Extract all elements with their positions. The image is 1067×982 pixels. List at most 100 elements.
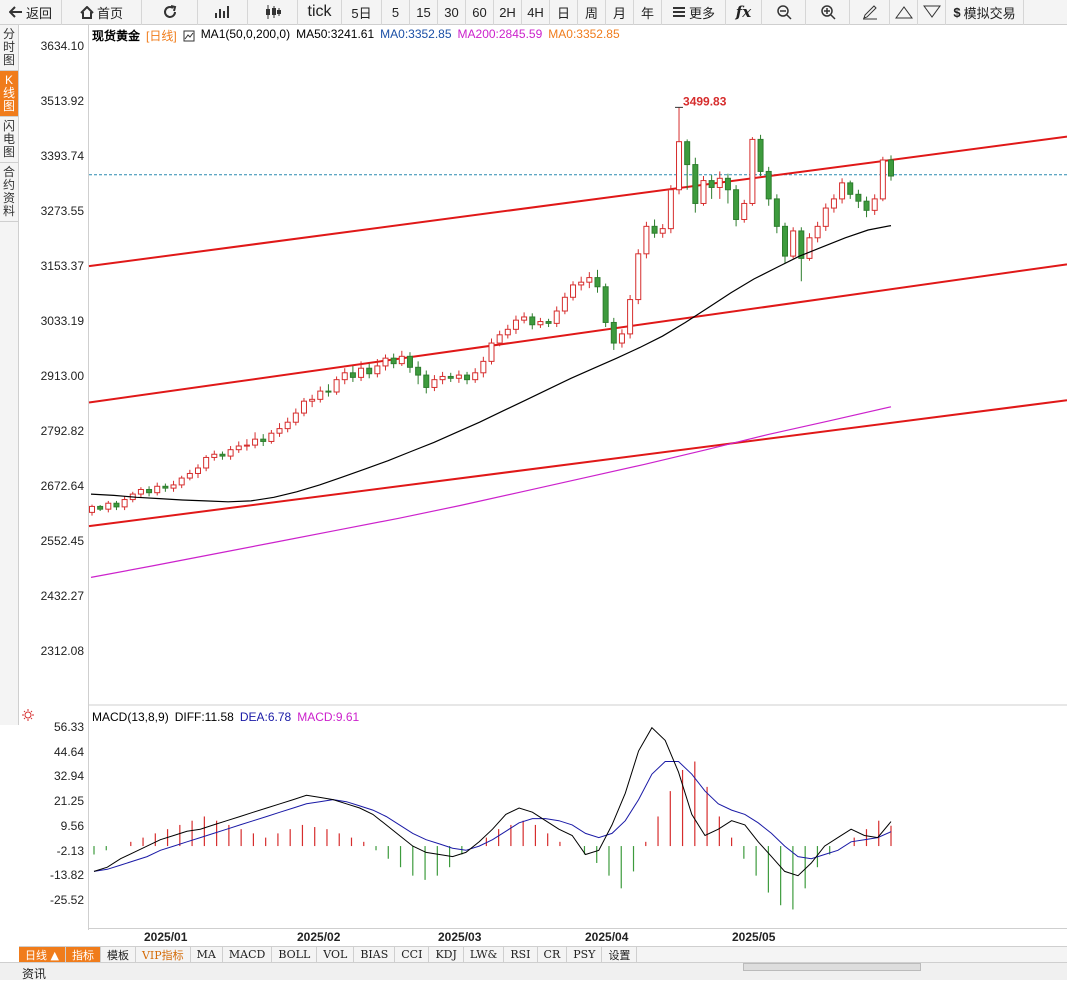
macd-params: MACD(13,8,9) bbox=[92, 710, 169, 724]
candle bbox=[553, 306, 560, 328]
dea-line bbox=[93, 761, 892, 872]
price-tick-label: 2552.45 bbox=[40, 533, 84, 548]
candle bbox=[300, 397, 307, 417]
indicator-tab-9[interactable]: CCI bbox=[395, 947, 430, 962]
candle bbox=[610, 317, 617, 350]
home-button[interactable]: 首页 bbox=[62, 0, 142, 25]
price-axis: 3634.10 3513.92 3393.74 3273.55 3153.37 3033.… bbox=[19, 25, 89, 930]
macd-tick-label: 9.56 bbox=[60, 818, 84, 833]
period-1-button[interactable]: 5 bbox=[382, 0, 410, 25]
price-tick-label: 3273.55 bbox=[40, 203, 84, 218]
tri-up-button[interactable] bbox=[890, 0, 918, 25]
tri-down-button[interactable] bbox=[918, 0, 946, 25]
candle bbox=[227, 446, 234, 460]
side-tab-2[interactable]: 闪电图 bbox=[0, 117, 18, 163]
candle bbox=[358, 361, 365, 382]
candle bbox=[741, 199, 748, 223]
candle bbox=[211, 450, 218, 461]
macd-tick-label: -2.13 bbox=[56, 843, 84, 858]
channel-line-2 bbox=[88, 399, 1067, 528]
period-2-button[interactable]: 15 bbox=[410, 0, 438, 25]
more-button[interactable]: 更多 bbox=[662, 0, 726, 25]
ma-settings-icon[interactable] bbox=[183, 27, 195, 44]
period-5-button[interactable]: 2H bbox=[494, 0, 522, 25]
home-icon bbox=[80, 5, 94, 19]
candle bbox=[137, 487, 144, 498]
side-tab-0[interactable]: 分时图 bbox=[0, 25, 18, 71]
candle bbox=[733, 185, 740, 227]
indicator-tab-7[interactable]: VOL bbox=[317, 947, 355, 962]
zoom-out-button[interactable] bbox=[762, 0, 806, 25]
indicator-tab-6[interactable]: BOLL bbox=[272, 947, 318, 962]
tick-button[interactable]: tick bbox=[298, 0, 342, 25]
candle bbox=[162, 483, 169, 492]
macd-settings-icon[interactable] bbox=[22, 709, 34, 724]
sim-trade-label: 模拟交易 bbox=[963, 5, 1016, 21]
candle bbox=[806, 233, 813, 261]
period-2-label: 15 bbox=[416, 4, 431, 20]
period-6-button[interactable]: 4H bbox=[522, 0, 550, 25]
period-9-button[interactable]: 月 bbox=[606, 0, 634, 25]
side-tabs: 分时图 K线图 闪电图 合约资料 bbox=[0, 25, 19, 725]
indicator-tab-12[interactable]: RSI bbox=[504, 947, 538, 962]
indicator-tab-2[interactable]: 模板 bbox=[101, 947, 136, 962]
side-tab-3[interactable]: 合约资料 bbox=[0, 163, 18, 222]
candle bbox=[317, 386, 324, 403]
tri-down-icon bbox=[922, 5, 941, 19]
candle bbox=[121, 496, 128, 511]
indicator-tab-5[interactable]: MACD bbox=[223, 947, 273, 962]
price-tick-label: 3634.10 bbox=[40, 39, 84, 53]
candle bbox=[667, 185, 674, 234]
candle-button[interactable] bbox=[248, 0, 298, 25]
indicator-tab-8[interactable]: BIAS bbox=[354, 947, 396, 962]
date-tick-label: 2025/03 bbox=[438, 930, 482, 944]
candle bbox=[773, 194, 780, 234]
chart-type-button[interactable] bbox=[198, 0, 248, 25]
refresh-button[interactable] bbox=[142, 0, 198, 25]
candle bbox=[276, 423, 283, 437]
date-tick-label: 2025/02 bbox=[297, 930, 341, 944]
indicator-tab-15[interactable]: 设置 bbox=[602, 947, 638, 962]
candle bbox=[643, 221, 650, 259]
draw-button[interactable] bbox=[850, 0, 890, 25]
side-tab-1[interactable]: K线图 bbox=[0, 71, 18, 117]
candle bbox=[879, 156, 886, 202]
formula-icon: fx bbox=[735, 3, 752, 21]
footer-news[interactable]: 资讯 bbox=[22, 967, 47, 981]
indicator-tab-14[interactable]: PSY bbox=[567, 947, 603, 962]
period-7-button[interactable]: 日 bbox=[550, 0, 578, 25]
sim-trade-button[interactable]: $ 模拟交易 bbox=[946, 0, 1024, 25]
period-0-button[interactable]: 5日 bbox=[342, 0, 382, 25]
indicator-tab-4[interactable]: MA bbox=[191, 947, 223, 962]
indicator-tab-10[interactable]: KDJ bbox=[429, 947, 464, 962]
period-8-button[interactable]: 周 bbox=[578, 0, 606, 25]
price-tick-label: 3033.19 bbox=[40, 313, 84, 328]
candle bbox=[602, 283, 609, 328]
period-4-button[interactable]: 60 bbox=[466, 0, 494, 25]
period-10-button[interactable]: 年 bbox=[634, 0, 662, 25]
macd-tick-label: 44.64 bbox=[53, 744, 84, 759]
zoom-in-button[interactable] bbox=[806, 0, 850, 25]
indicator-tab-0[interactable]: 日线 ▲ bbox=[19, 947, 66, 962]
period-9-label: 月 bbox=[612, 5, 626, 21]
candle bbox=[146, 486, 153, 497]
candle bbox=[154, 482, 161, 496]
collapse-handle[interactable] bbox=[743, 963, 921, 971]
back-button[interactable]: 返回 bbox=[0, 0, 62, 25]
date-tick-label: 2025/04 bbox=[585, 930, 629, 944]
price-tick-label: 2672.64 bbox=[40, 478, 84, 493]
macd-tick-label: -25.52 bbox=[49, 893, 84, 907]
chart-area[interactable]: 3499.83 bbox=[19, 25, 1067, 930]
indicator-tab-1[interactable]: 指标 bbox=[65, 947, 101, 962]
price-tick-label: 2792.82 bbox=[40, 423, 84, 438]
indicator-tab-3[interactable]: VIP指标 bbox=[136, 947, 191, 962]
indicator-tab-13[interactable]: CR bbox=[538, 947, 568, 962]
candle bbox=[284, 417, 291, 433]
candle bbox=[235, 441, 242, 453]
period-3-button[interactable]: 30 bbox=[438, 0, 466, 25]
indicator-tab-11[interactable]: LW& bbox=[464, 947, 505, 962]
candle bbox=[765, 166, 772, 206]
period-label: [日线] bbox=[146, 29, 177, 43]
candle bbox=[570, 281, 577, 301]
formula-button[interactable]: fx bbox=[726, 0, 762, 25]
